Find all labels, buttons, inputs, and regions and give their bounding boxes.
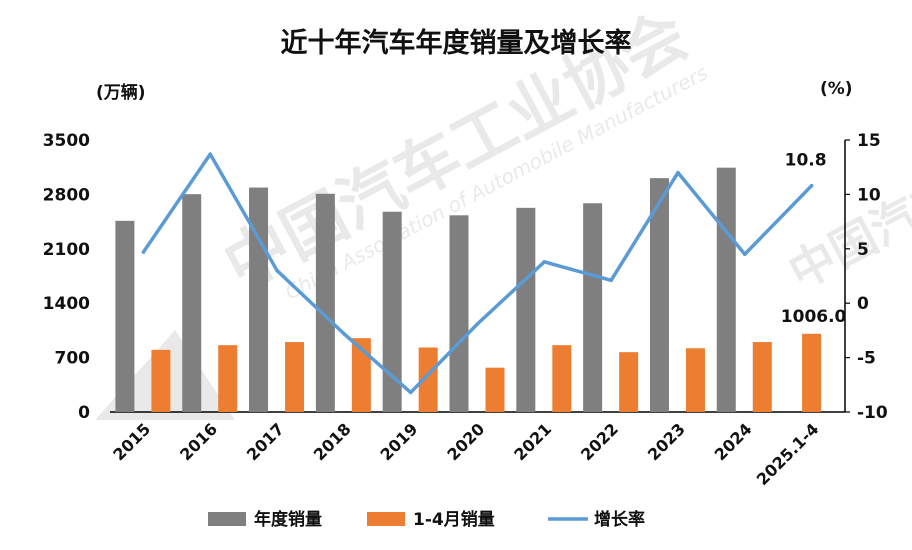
growth-rate-point [742, 252, 747, 257]
bars [115, 167, 822, 412]
left-tick-label: 2800 [43, 185, 90, 205]
legend-label: 年度销量 [254, 509, 322, 530]
bar-annual-sales [716, 167, 736, 412]
growth-rate-point [676, 170, 680, 175]
x-tick-label: 2016 [176, 419, 221, 464]
bar-annual-sales [449, 215, 469, 412]
bar-jan-apr-sales [151, 349, 171, 412]
bar-jan-apr-sales [752, 342, 772, 412]
x-tick-label: 2024 [711, 419, 756, 464]
growth-rate-point [408, 390, 413, 395]
bar-jan-apr-sales [351, 338, 371, 412]
right-tick-label: 15 [857, 131, 881, 151]
legend-swatch [208, 512, 246, 526]
bar-jan-apr-sales [685, 348, 705, 412]
bar-annual-sales [649, 178, 669, 412]
x-tick-label: 2022 [577, 419, 622, 464]
bar-annual-sales [516, 207, 536, 412]
legend: 年度销量 1-4月销量 增长率 [208, 509, 645, 530]
bar-jan-apr-sales [218, 345, 238, 412]
legend-swatch [367, 512, 405, 526]
growth-rate-point [475, 322, 480, 326]
chart-title: 近十年汽车年度销量及增长率 [281, 27, 632, 59]
left-tick-label: 1400 [43, 294, 90, 314]
bar-annual-sales [583, 203, 603, 412]
watermark-cn-right: 中国汽车工业协会 [780, 79, 912, 299]
x-tick-label: 2017 [243, 419, 288, 464]
x-tick-label: 2021 [510, 419, 555, 464]
left-axis-unit: (万辆) [96, 82, 146, 103]
right-tick-label: -5 [857, 349, 876, 369]
x-tick-label: 2018 [310, 419, 355, 464]
right-tick-label: 5 [857, 240, 869, 260]
bar-annual-sales [115, 220, 135, 412]
bar-jan-apr-sales [285, 342, 305, 412]
left-tick-label: 700 [55, 349, 91, 369]
growth-rate-point [809, 183, 814, 188]
bar-annual-sales [382, 211, 402, 412]
bar-jan-apr-sales [418, 347, 438, 412]
x-tick-label: 2025.1-4 [753, 419, 823, 489]
right-tick-label: -10 [857, 403, 888, 423]
right-tick-label: 0 [857, 294, 869, 314]
left-tick-label: 0 [78, 403, 90, 423]
growth-rate-point [609, 278, 613, 283]
bar-jan-apr-sales [552, 345, 572, 412]
bar-jan-apr-sales [485, 367, 505, 412]
growth-rate-point [542, 260, 547, 264]
growth-rate-point [275, 268, 279, 273]
x-tick-label: 2023 [644, 419, 689, 464]
data-label: 1006.0 [781, 307, 847, 327]
right-axis-unit: (%) [820, 79, 853, 99]
growth-rate-point [141, 250, 146, 254]
bar-jan-apr-sales [802, 333, 822, 412]
bar-jan-apr-sales [619, 352, 639, 412]
legend-label: 1-4月销量 [413, 509, 495, 530]
growth-line [141, 152, 814, 395]
left-tick-label: 2100 [43, 240, 90, 260]
bar-annual-sales [182, 194, 202, 412]
growth-rate-point [208, 152, 213, 156]
data-labels: 1006.0 10.8 [781, 151, 847, 327]
left-tick-label: 3500 [43, 131, 90, 151]
right-tick-label: 10 [857, 185, 881, 205]
x-tick-label: 2020 [443, 419, 488, 464]
bar-annual-sales [249, 187, 269, 412]
growth-rate-point [342, 331, 346, 336]
bar-annual-sales [315, 193, 335, 412]
x-tick-label: 2019 [377, 419, 422, 464]
data-label: 10.8 [785, 151, 827, 171]
legend-label: 增长率 [594, 509, 645, 530]
x-tick-label: 2015 [109, 419, 154, 464]
